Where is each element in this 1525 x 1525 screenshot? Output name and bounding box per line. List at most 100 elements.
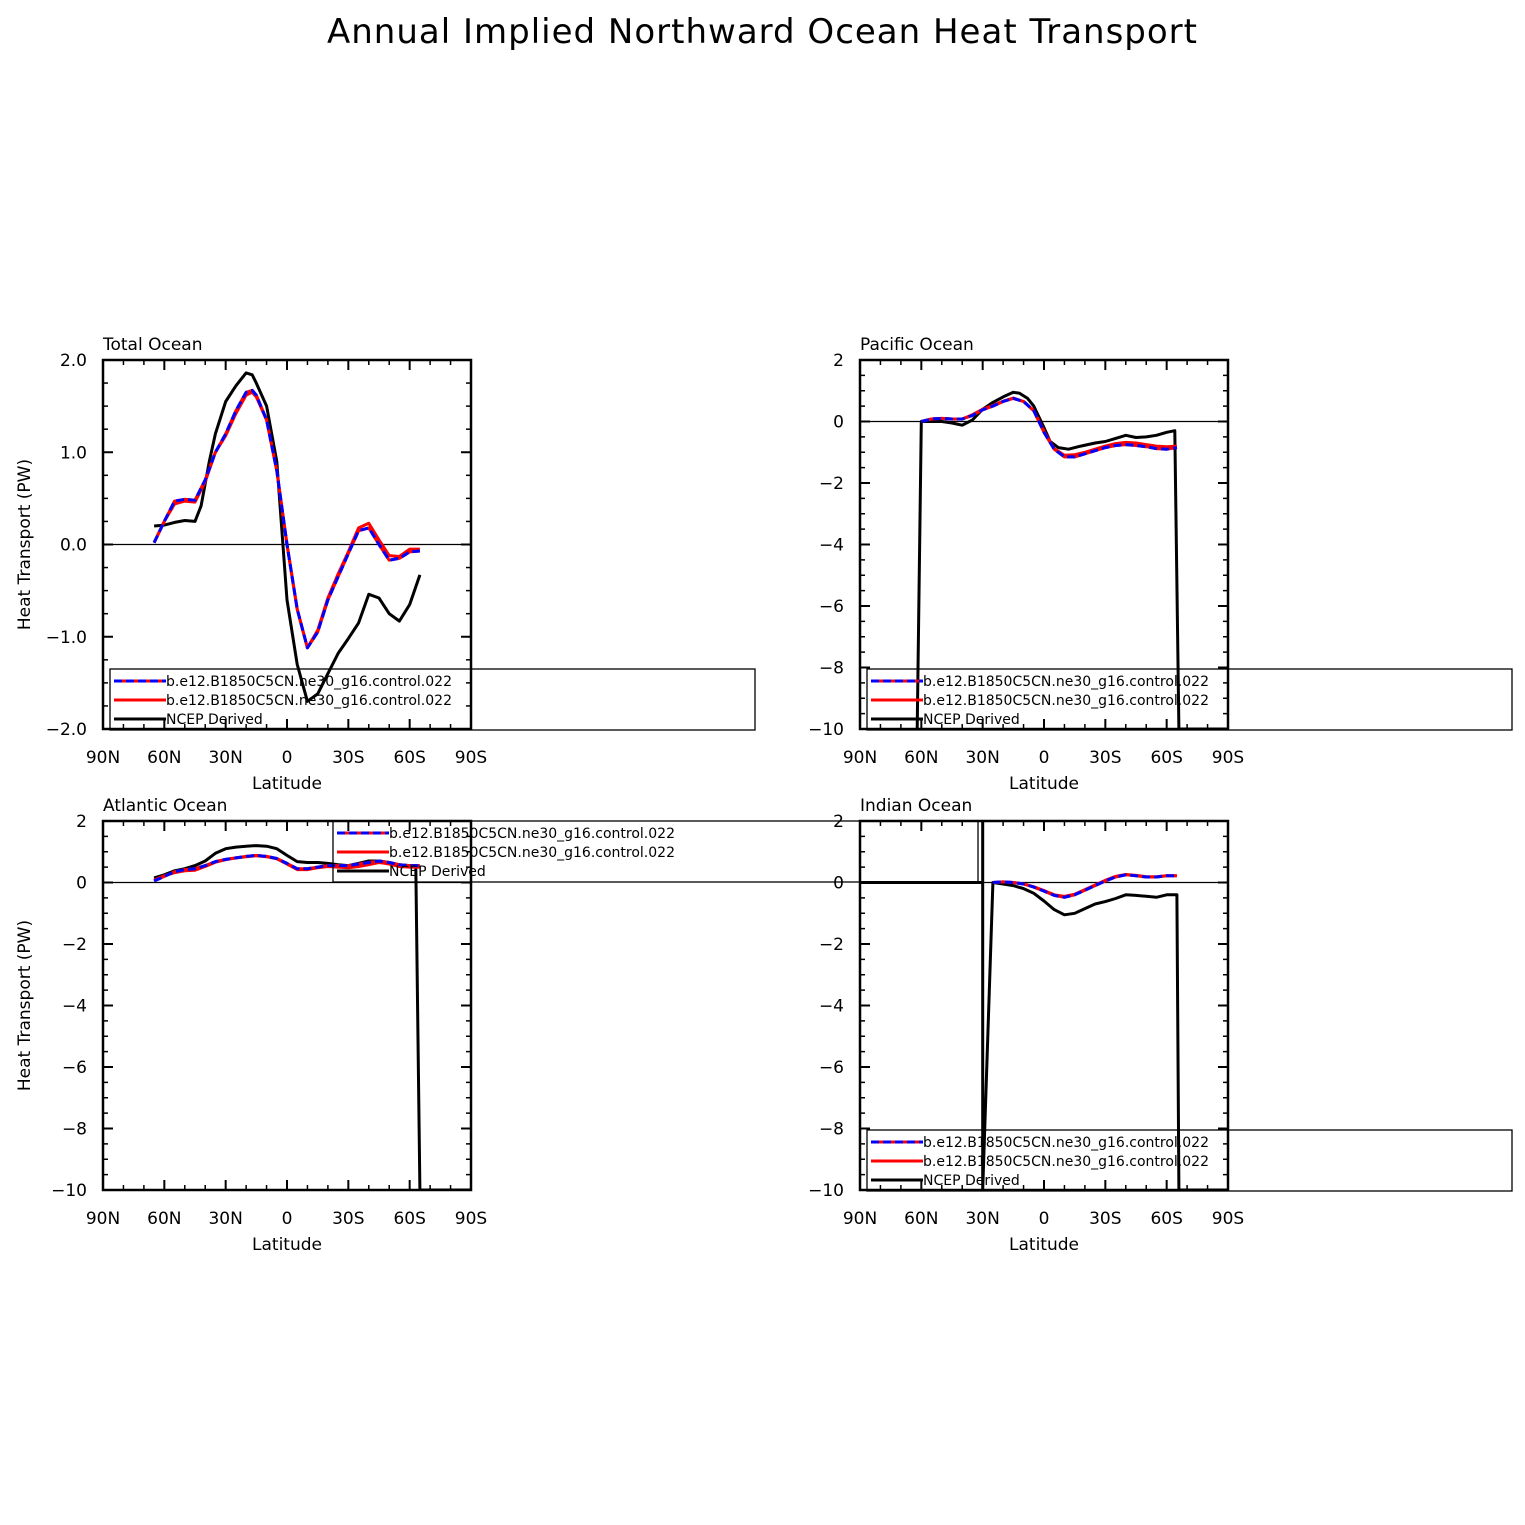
- pacific-ocean-legend-ncep-derived-label: NCEP Derived: [923, 712, 1020, 728]
- panel-pacific-ocean: 90N 60N 30N 0 30S 60S 90S −10 −8 −6 −4 −2 0 2 Pacific …: [808, 335, 1513, 794]
- pacific-ocean-ytick-label: −2: [819, 474, 844, 494]
- total-ocean-series-model-dashed-line: [152, 388, 421, 650]
- atlantic-ocean-series-model-dashed-line: [153, 853, 420, 883]
- indian-ocean-xtick-label: 60S: [1150, 1209, 1182, 1229]
- indian-ocean-ytick-label: −6: [819, 1058, 844, 1078]
- pacific-ocean-xtick-label: 60S: [1150, 748, 1182, 768]
- indian-ocean-xtick-label: 30N: [965, 1209, 999, 1229]
- atlantic-ocean-ytick-label: −8: [62, 1120, 87, 1140]
- pacific-ocean-xtick-label: 0: [1039, 748, 1050, 768]
- indian-ocean-series-group: [860, 821, 1228, 1190]
- pacific-ocean-legend: b.e12.B1850C5CN.ne30_g16.control.022 b.e1…: [866, 668, 1513, 731]
- atlantic-ocean-series-group: [153, 844, 471, 1190]
- pacific-ocean-x-axis-label: Latitude: [1009, 774, 1079, 794]
- indian-ocean-legend-model-dashed-label: b.e12.B1850C5CN.ne30_g16.control.022: [923, 1135, 1209, 1151]
- pacific-ocean-ytick-label: −4: [819, 536, 844, 556]
- pacific-ocean-ytick-label: 2: [833, 351, 844, 371]
- total-ocean-legend-model-solid-label: b.e12.B1850C5CN.ne30_g16.control.022: [166, 693, 452, 709]
- indian-ocean-xtick-label: 90N: [843, 1209, 877, 1229]
- total-ocean-x-axis-label: Latitude: [252, 774, 322, 794]
- pacific-ocean-xtick-label: 30N: [965, 748, 999, 768]
- total-ocean-legend-model-dashed-label: b.e12.B1850C5CN.ne30_g16.control.022: [166, 674, 452, 690]
- total-ocean-xtick-label: 0: [282, 748, 293, 768]
- panel-atlantic-ocean: 90N 60N 30N 0 30S 60S 90S −10 −8 −6 −4 −2 0 2 Atlantic…: [15, 796, 979, 1255]
- atlantic-ocean-panel-title: Atlantic Ocean: [103, 796, 227, 816]
- atlantic-ocean-legend: b.e12.B1850C5CN.ne30_g16.control.022 b.e1…: [332, 820, 979, 883]
- pacific-ocean-series-model-dashed-line-under: [920, 396, 1178, 459]
- total-ocean-ytick-label: 1.0: [60, 443, 87, 463]
- pacific-ocean-panel-title: Pacific Ocean: [860, 335, 974, 355]
- indian-ocean-ytick-label: −10: [808, 1181, 844, 1201]
- indian-ocean-series-model-dashed-line: [992, 873, 1177, 899]
- total-ocean-xtick-label: 90N: [86, 748, 120, 768]
- pacific-ocean-xtick-label: 90N: [843, 748, 877, 768]
- indian-ocean-ytick-label: 0: [833, 874, 844, 894]
- total-ocean-xtick-label: 60S: [393, 748, 425, 768]
- atlantic-ocean-legend-ncep-derived-label: NCEP Derived: [389, 864, 486, 880]
- indian-ocean-legend-ncep-derived-label: NCEP Derived: [923, 1173, 1020, 1189]
- total-ocean-legend: b.e12.B1850C5CN.ne30_g16.control.022 b.e1…: [109, 668, 756, 731]
- atlantic-ocean-legend-box: [332, 820, 979, 883]
- panel-indian-ocean: 90N 60N 30N 0 30S 60S 90S −10 −8 −6 −4 −2 0 2 Indian O…: [808, 796, 1513, 1255]
- pacific-ocean-legend-box: [866, 668, 1513, 731]
- total-ocean-xtick-label: 60N: [147, 748, 181, 768]
- total-ocean-series-group: [152, 371, 422, 703]
- atlantic-ocean-y-axis-label: Heat Transport (PW): [15, 920, 35, 1091]
- pacific-ocean-xtick-label: 60N: [904, 748, 938, 768]
- total-ocean-ytick-label: −2.0: [46, 720, 87, 740]
- total-ocean-series-ncep-derived-line: [153, 371, 422, 703]
- atlantic-ocean-xtick-label: 0: [282, 1209, 293, 1229]
- pacific-ocean-ytick-label: −8: [819, 659, 844, 679]
- pacific-ocean-ytick-label: 0: [833, 413, 844, 433]
- indian-ocean-x-axis-label: Latitude: [1009, 1235, 1079, 1255]
- total-ocean-ytick-label: 2.0: [60, 351, 87, 371]
- total-ocean-legend-box: [109, 668, 756, 731]
- total-ocean-xtick-label: 90S: [455, 748, 487, 768]
- indian-ocean-ytick-label: −4: [819, 997, 844, 1017]
- atlantic-ocean-ytick-label: −2: [62, 935, 87, 955]
- indian-ocean-ytick-label: −8: [819, 1120, 844, 1140]
- total-ocean-xtick-label: 30S: [332, 748, 364, 768]
- pacific-ocean-ytick-label: −10: [808, 720, 844, 740]
- pacific-ocean-legend-model-solid-label: b.e12.B1850C5CN.ne30_g16.control.022: [923, 693, 1209, 709]
- pacific-ocean-ytick-label: −6: [819, 597, 844, 617]
- indian-ocean-panel-title: Indian Ocean: [860, 796, 972, 816]
- indian-ocean-legend: b.e12.B1850C5CN.ne30_g16.control.022 b.e1…: [866, 1129, 1513, 1192]
- total-ocean-legend-ncep-derived-label: NCEP Derived: [166, 712, 263, 728]
- total-ocean-y-axis-label: Heat Transport (PW): [15, 459, 35, 630]
- atlantic-ocean-ytick-label: −6: [62, 1058, 87, 1078]
- pacific-ocean-series-group: [915, 390, 1228, 729]
- pacific-ocean-xtick-label: 30S: [1089, 748, 1121, 768]
- atlantic-ocean-xtick-label: 30S: [332, 1209, 364, 1229]
- atlantic-ocean-ytick-label: −4: [62, 997, 87, 1017]
- pacific-ocean-series-model-dashed-line: [920, 396, 1178, 459]
- atlantic-ocean-legend-model-solid-label: b.e12.B1850C5CN.ne30_g16.control.022: [389, 845, 675, 861]
- atlantic-ocean-series-ncep-derived-line: [153, 844, 471, 1190]
- indian-ocean-xtick-label: 30S: [1089, 1209, 1121, 1229]
- indian-ocean-xtick-label: 90S: [1212, 1209, 1244, 1229]
- atlantic-ocean-xtick-label: 60N: [147, 1209, 181, 1229]
- atlantic-ocean-legend-model-dashed-label: b.e12.B1850C5CN.ne30_g16.control.022: [389, 826, 675, 842]
- total-ocean-ytick-label: −1.0: [46, 628, 87, 648]
- panel-total-ocean: 90N 60N 30N 0 30S 60S 90S −2.0 −1.0 0.0 1.0 2.0 Tota…: [15, 335, 756, 794]
- total-ocean-xtick-label: 30N: [208, 748, 242, 768]
- indian-ocean-legend-box: [866, 1129, 1513, 1192]
- atlantic-ocean-x-axis-label: Latitude: [252, 1235, 322, 1255]
- indian-ocean-xtick-label: 0: [1039, 1209, 1050, 1229]
- atlantic-ocean-ytick-label: −10: [51, 1181, 87, 1201]
- total-ocean-panel-title: Total Ocean: [102, 335, 203, 355]
- indian-ocean-legend-model-solid-label: b.e12.B1850C5CN.ne30_g16.control.022: [923, 1154, 1209, 1170]
- atlantic-ocean-ytick-label: 0: [76, 874, 87, 894]
- figure-title: Annual Implied Northward Ocean Heat Tran…: [327, 12, 1198, 52]
- indian-ocean-xtick-label: 60N: [904, 1209, 938, 1229]
- total-ocean-ytick-label: 0.0: [60, 536, 87, 556]
- pacific-ocean-xtick-label: 90S: [1212, 748, 1244, 768]
- atlantic-ocean-xtick-label: 30N: [208, 1209, 242, 1229]
- atlantic-ocean-xtick-label: 90N: [86, 1209, 120, 1229]
- indian-ocean-ytick-label: −2: [819, 935, 844, 955]
- atlantic-ocean-xtick-label: 60S: [393, 1209, 425, 1229]
- atlantic-ocean-xtick-label: 90S: [455, 1209, 487, 1229]
- atlantic-ocean-ytick-label: 2: [76, 812, 87, 832]
- pacific-ocean-legend-model-dashed-label: b.e12.B1850C5CN.ne30_g16.control.022: [923, 674, 1209, 690]
